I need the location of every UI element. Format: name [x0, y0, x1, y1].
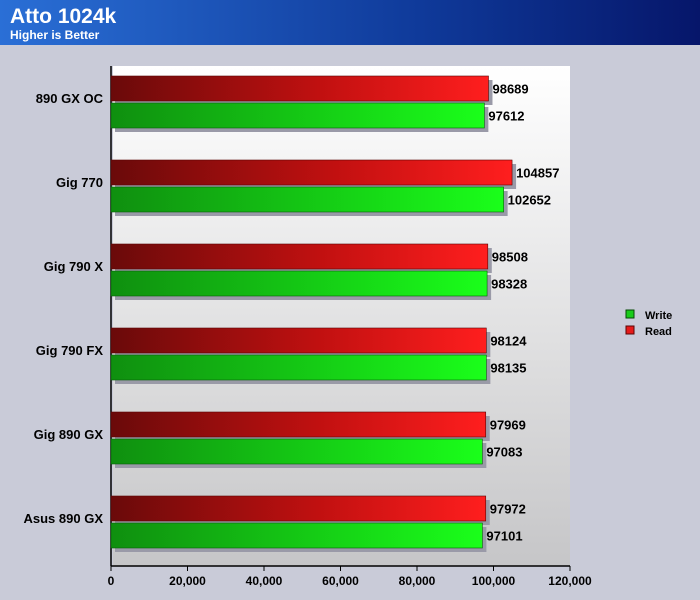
plot-area: [113, 66, 570, 566]
data-label-read-gig-790-x: 98508: [492, 250, 528, 265]
bar-write-gig-890-gx: [110, 438, 483, 465]
bar-read-gig-790-fx: [110, 327, 487, 354]
legend-write-swatch: [625, 309, 635, 319]
bar-read-asus-890-gx: [110, 495, 487, 522]
bar-write-gig-790-x: [110, 270, 488, 297]
x-axis-ticks: 0 20,000 40,000 60,000 80,000 100,000 120,000: [108, 566, 592, 588]
bar-write-gig-770: [110, 186, 504, 213]
bar-read-gig-790-x: [110, 243, 489, 270]
header-band: [0, 0, 700, 45]
x-tick-label: 20,000: [169, 574, 206, 588]
legend-write-label: Write: [645, 310, 672, 322]
category-label-gig-790-x: Gig 790 X: [44, 259, 104, 274]
data-label-read-gig-790-fx: 98124: [490, 334, 527, 349]
data-label-write-asus-890-gx: 97101: [486, 529, 522, 544]
bar-read-gig-770: [110, 159, 513, 186]
bar-write-asus-890-gx: [110, 522, 483, 549]
x-tick-label: 60,000: [322, 574, 359, 588]
bar-write-890-gx-oc: [110, 102, 485, 129]
data-label-write-gig-890-gx: 97083: [486, 445, 522, 460]
data-label-write-gig-790-x: 98328: [491, 277, 527, 292]
x-tick-label: 80,000: [399, 574, 436, 588]
legend-read-label: Read: [645, 326, 672, 338]
legend: Write Read: [625, 309, 672, 338]
data-label-write-890-gx-oc: 97612: [488, 109, 524, 124]
data-label-write-gig-790-fx: 98135: [490, 361, 526, 376]
x-tick-label: 120,000: [548, 574, 592, 588]
category-label-gig-770: Gig 770: [56, 175, 103, 190]
data-label-read-gig-770: 104857: [516, 166, 559, 181]
data-label-read-890-gx-oc: 98689: [492, 82, 528, 97]
legend-read-swatch: [625, 325, 635, 335]
category-label-asus-890-gx: Asus 890 GX: [24, 511, 104, 526]
bar-write-gig-790-fx: [110, 354, 487, 381]
category-label-890-gx-oc: 890 GX OC: [36, 91, 104, 106]
x-tick-label: 0: [108, 574, 115, 588]
category-label-gig-890-gx: Gig 890 GX: [34, 427, 104, 442]
bar-read-gig-890-gx: [110, 411, 487, 438]
category-labels: 890 GX OC Gig 770 Gig 790 X Gig 790 FX Gig 8…: [24, 91, 104, 526]
x-tick-label: 100,000: [472, 574, 516, 588]
data-label-read-gig-890-gx: 97969: [490, 418, 526, 433]
chart-subtitle: Higher is Better: [10, 28, 100, 42]
chart-title: Atto 1024k: [10, 5, 117, 28]
bar-read-890-gx-oc: [110, 75, 489, 102]
data-label-write-gig-770: 102652: [508, 193, 551, 208]
data-label-read-asus-890-gx: 97972: [490, 502, 526, 517]
category-label-gig-790-fx: Gig 790 FX: [36, 343, 104, 358]
bars-group: 98689 97612 104857 102652 98508 98328 98124 981…: [110, 75, 559, 552]
x-tick-label: 40,000: [246, 574, 283, 588]
